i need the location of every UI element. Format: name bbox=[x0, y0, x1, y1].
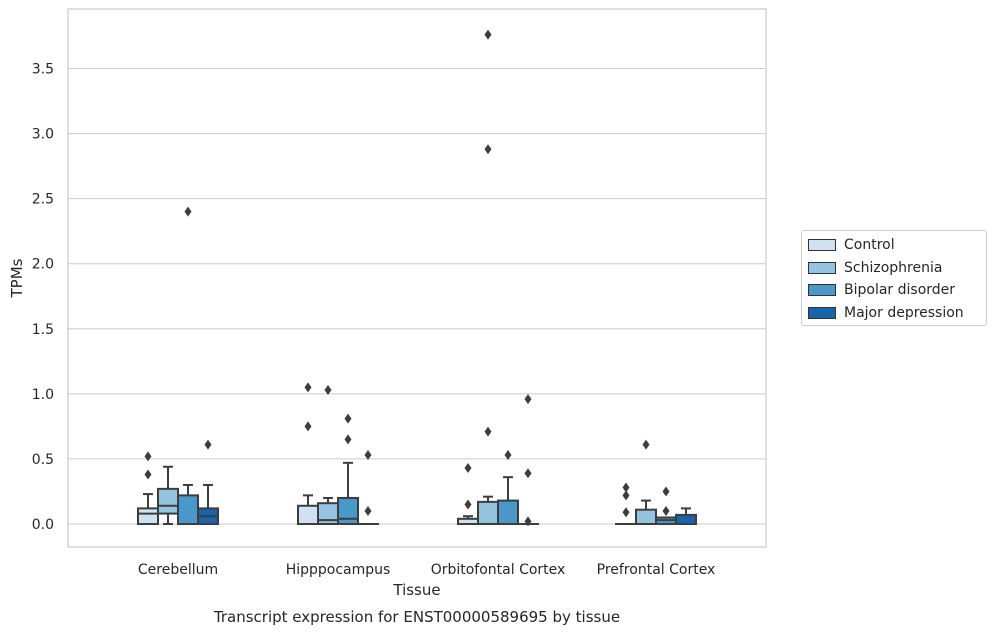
box-body bbox=[497, 499, 519, 525]
x-tick-labels: Cerebellum Hipppocampus Orbitofontal Corte… bbox=[138, 562, 715, 578]
outlier-point bbox=[484, 144, 492, 155]
outlier-point bbox=[524, 394, 532, 405]
outlier-point bbox=[484, 426, 492, 437]
box-0-2 bbox=[457, 463, 479, 526]
legend-label: Bipolar disorder bbox=[844, 282, 956, 298]
outlier-point bbox=[304, 421, 312, 432]
y-tick-label: 3.0 bbox=[32, 127, 54, 143]
outlier-point bbox=[524, 468, 532, 479]
outlier-point bbox=[464, 463, 472, 474]
outlier-point bbox=[642, 439, 650, 450]
y-tick-labels: 0.0 0.5 1.0 1.5 2.0 2.5 3.0 3.5 bbox=[32, 62, 54, 534]
box-1-0 bbox=[157, 465, 179, 525]
box-plot-groups bbox=[137, 29, 697, 527]
legend-item: Schizophrenia bbox=[808, 259, 942, 277]
y-axis-label: TPMs bbox=[8, 258, 26, 298]
legend-swatch bbox=[808, 284, 836, 296]
box-1-2 bbox=[477, 29, 499, 525]
outlier-point bbox=[184, 206, 192, 217]
chart-title: Transcript expression for ENST0000058969… bbox=[213, 608, 620, 626]
box-body bbox=[297, 504, 319, 525]
legend-label: Major depression bbox=[844, 304, 964, 321]
box-1-3 bbox=[635, 439, 657, 526]
box-3-3 bbox=[675, 507, 697, 526]
box-body bbox=[337, 496, 359, 526]
y-tick-label: 3.5 bbox=[32, 62, 54, 78]
outlier-point bbox=[524, 516, 532, 527]
box-3-2 bbox=[517, 394, 539, 527]
box-0-1 bbox=[297, 382, 319, 525]
outlier-point bbox=[324, 384, 332, 395]
legend: Control Schizophrenia Bipolar disorder Majo… bbox=[801, 230, 987, 326]
y-tick-label: 0.5 bbox=[32, 452, 54, 468]
outlier-point bbox=[484, 29, 492, 40]
box-1-1 bbox=[317, 384, 339, 526]
plot-area-frame bbox=[67, 8, 767, 548]
box-body bbox=[157, 487, 179, 515]
box-2-2 bbox=[497, 450, 519, 525]
box-body bbox=[177, 494, 199, 525]
legend-item: Control bbox=[808, 236, 895, 254]
x-tick-label: Cerebellum bbox=[138, 562, 218, 578]
box-2-0 bbox=[177, 206, 199, 525]
grid-lines bbox=[68, 68, 766, 525]
box-0-3 bbox=[615, 482, 637, 526]
y-tick-label: 0.0 bbox=[32, 517, 54, 533]
y-tick-label: 1.0 bbox=[32, 387, 54, 403]
box-body bbox=[137, 507, 159, 525]
outlier-point bbox=[204, 439, 212, 450]
outlier-point bbox=[144, 469, 152, 480]
box-body bbox=[477, 500, 499, 525]
y-tick-label: 1.5 bbox=[32, 322, 54, 338]
legend-swatch bbox=[808, 261, 836, 274]
box-3-1 bbox=[357, 450, 379, 526]
legend-label: Control bbox=[844, 237, 895, 253]
outlier-point bbox=[622, 507, 630, 518]
y-tick-label: 2.5 bbox=[32, 192, 54, 208]
box-0-0 bbox=[137, 451, 159, 525]
outlier-point bbox=[344, 413, 352, 424]
legend-swatch bbox=[808, 306, 836, 319]
outlier-point bbox=[364, 450, 372, 461]
outlier-point bbox=[622, 482, 630, 493]
box-2-3 bbox=[655, 486, 677, 526]
legend-item: Major depression bbox=[808, 304, 964, 322]
box-2-1 bbox=[337, 413, 359, 526]
outlier-point bbox=[344, 434, 352, 445]
x-axis-label: Tissue bbox=[392, 581, 440, 599]
box-3-0 bbox=[197, 439, 219, 525]
y-tick-label: 2.0 bbox=[32, 257, 54, 273]
outlier-point bbox=[504, 450, 512, 461]
outlier-point bbox=[304, 382, 312, 393]
outlier-point bbox=[662, 505, 670, 516]
x-tick-label: Prefrontal Cortex bbox=[597, 562, 716, 578]
box-body bbox=[635, 508, 657, 526]
legend-label: Schizophrenia bbox=[844, 259, 943, 276]
outlier-point bbox=[662, 486, 670, 497]
outlier-point bbox=[144, 451, 152, 462]
outlier-point bbox=[622, 490, 630, 501]
outlier-point bbox=[464, 499, 472, 510]
box-body bbox=[675, 513, 697, 526]
outlier-point bbox=[364, 505, 372, 516]
legend-swatch bbox=[808, 239, 836, 251]
x-tick-label: Hipppocampus bbox=[286, 562, 391, 578]
legend-item: Bipolar disorder bbox=[808, 281, 955, 299]
x-tick-label: Orbitofontal Cortex bbox=[431, 562, 566, 578]
